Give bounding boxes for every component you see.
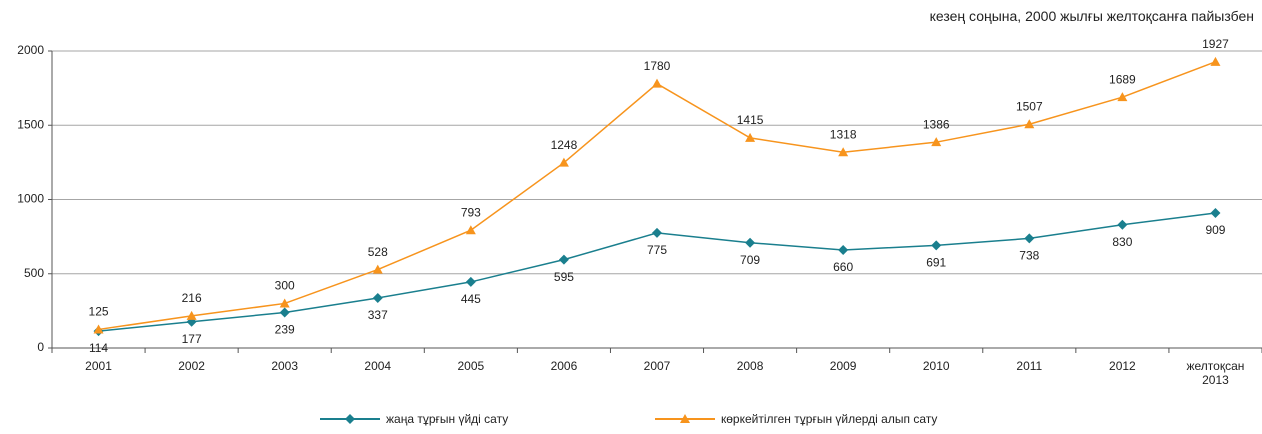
marker <box>652 227 662 238</box>
data-label: 691 <box>926 256 946 270</box>
x-tick-label: 2012 <box>1109 359 1136 373</box>
legend-item: жаңа тұрғын үйді сату <box>320 412 508 426</box>
data-label: 738 <box>1019 249 1039 263</box>
legend-label: көркейтілген тұрғын үйлерді алып сату <box>721 412 938 426</box>
data-label: 445 <box>461 292 481 306</box>
marker <box>838 244 849 255</box>
marker <box>745 132 756 142</box>
chart-title: кезең соңына, 2000 жылғы желтоқсанға пай… <box>929 8 1254 24</box>
marker <box>279 298 290 308</box>
marker <box>465 276 476 287</box>
data-label: 337 <box>368 308 388 322</box>
y-tick-label: 2000 <box>17 43 44 57</box>
legend-label: жаңа тұрғын үйді сату <box>386 412 509 426</box>
x-tick-label: 2008 <box>736 359 764 373</box>
data-label: 660 <box>833 260 853 274</box>
marker <box>279 307 290 318</box>
x-tick-label: 2010 <box>922 359 950 373</box>
data-label: 1386 <box>923 117 950 131</box>
legend-item: көркейтілген тұрғын үйлерді алып сату <box>655 412 937 426</box>
marker <box>93 324 104 334</box>
marker <box>838 147 849 157</box>
y-tick-label: 1000 <box>17 192 44 206</box>
data-label: 1689 <box>1109 72 1136 86</box>
marker <box>345 414 355 424</box>
data-label: 114 <box>89 341 108 355</box>
data-label: 1780 <box>644 59 671 73</box>
marker <box>465 225 476 235</box>
x-tick-label: 2011 <box>1016 359 1043 373</box>
data-label: 830 <box>1112 235 1132 249</box>
marker <box>652 78 662 88</box>
data-label: 300 <box>275 279 295 293</box>
x-tick-label: 2005 <box>457 359 485 373</box>
data-label: 595 <box>554 270 574 284</box>
data-label: 239 <box>275 323 295 337</box>
x-tick-label: 2004 <box>364 359 392 373</box>
data-label: 909 <box>1205 223 1225 237</box>
legend-swatch <box>655 414 715 423</box>
marker <box>372 292 383 303</box>
data-label: 125 <box>89 305 109 319</box>
marker <box>1117 219 1128 230</box>
data-label: 1248 <box>551 138 578 152</box>
x-tick-label: 2006 <box>550 359 578 373</box>
legend-swatch <box>320 414 380 424</box>
data-label: 528 <box>368 245 388 259</box>
y-tick-label: 1500 <box>17 117 44 131</box>
data-label: 775 <box>647 243 667 257</box>
marker <box>931 137 942 147</box>
x-tick-label: 2001 <box>85 359 112 373</box>
data-label: 793 <box>461 205 481 219</box>
y-tick-label: 0 <box>37 340 44 354</box>
marker <box>931 240 942 251</box>
x-tick-label: 2009 <box>829 359 857 373</box>
data-label: 1318 <box>830 127 857 141</box>
data-label: 1507 <box>1016 99 1043 113</box>
line <box>98 61 1216 331</box>
marker <box>372 264 383 274</box>
x-tick-label: желтоқсан 2013 <box>1186 359 1245 387</box>
data-label: 1927 <box>1202 37 1229 51</box>
data-label: 177 <box>182 332 202 346</box>
data-label: 216 <box>182 291 202 305</box>
x-tick-label: 2003 <box>271 359 299 373</box>
marker <box>1210 56 1221 66</box>
marker <box>1117 92 1128 102</box>
y-tick-label: 500 <box>24 266 44 280</box>
marker <box>745 237 756 248</box>
data-label: 709 <box>740 253 760 267</box>
marker <box>558 254 569 265</box>
marker <box>558 157 569 167</box>
marker <box>186 310 197 320</box>
data-label: 1415 <box>737 113 764 127</box>
marker <box>1210 208 1221 219</box>
x-tick-label: 2007 <box>643 359 671 373</box>
marker <box>680 414 690 423</box>
marker <box>1024 233 1035 244</box>
x-tick-label: 2002 <box>178 359 205 373</box>
marker <box>1024 119 1035 129</box>
